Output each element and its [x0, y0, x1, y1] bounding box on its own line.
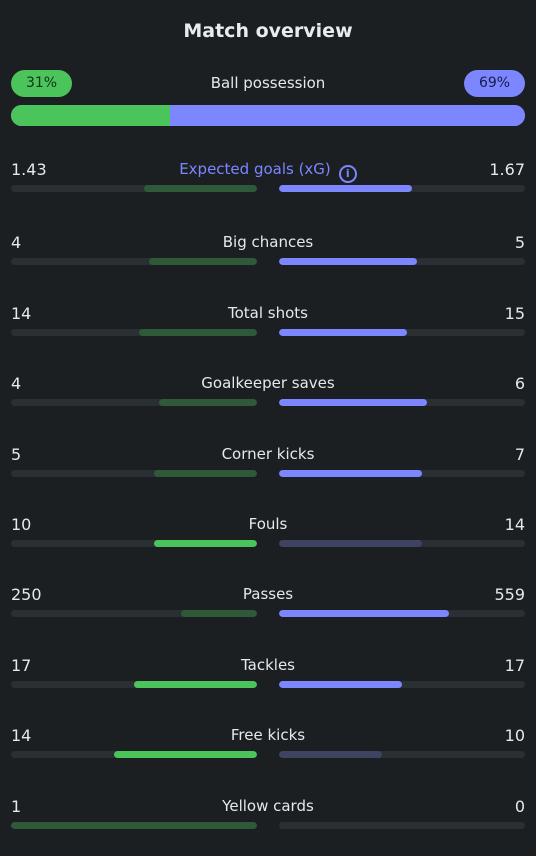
stat-row: 17 Tackles 17: [11, 656, 525, 696]
away-bar-fill: [279, 681, 402, 688]
away-bar-fill: [279, 470, 422, 477]
home-bar-fill: [144, 185, 257, 192]
home-bar-track: [11, 822, 257, 829]
away-bar-track: [279, 610, 525, 617]
home-bar-fill: [134, 681, 257, 688]
stat-label: Fouls: [11, 515, 525, 533]
away-value: 6: [514, 374, 525, 393]
stat-row: 14 Free kicks 10: [11, 726, 525, 766]
stat-row: 4 Goalkeeper saves 6: [11, 374, 525, 414]
home-value: 1.43: [11, 160, 47, 179]
away-bar-fill: [279, 329, 407, 336]
home-value: 4: [11, 233, 22, 252]
home-value: 14: [11, 726, 32, 745]
stat-label: Free kicks: [11, 726, 525, 744]
home-value: 4: [11, 374, 22, 393]
stat-row: 1.43 Expected goals (xG) i 1.67: [11, 160, 525, 200]
away-value: 15: [504, 304, 525, 323]
stat-label: Tackles: [11, 656, 525, 674]
away-bar-track: [279, 399, 525, 406]
stat-label-text: Tackles: [240, 656, 296, 674]
away-value: 17: [504, 656, 525, 675]
home-bar-fill: [181, 610, 257, 617]
possession-header: 31% Ball possession 69%: [11, 70, 525, 98]
away-bar-track: [279, 470, 525, 477]
home-bar-fill: [114, 751, 257, 758]
home-bar-fill: [149, 258, 257, 265]
stat-row: 14 Total shots 15: [11, 304, 525, 344]
stat-row: 1 Yellow cards 0: [11, 797, 525, 837]
possession-label: Ball possession: [210, 74, 326, 92]
away-bar-track: [279, 329, 525, 336]
stat-label-text: Fouls: [248, 515, 288, 533]
away-bar-track: [279, 540, 525, 547]
stat-row: 5 Corner kicks 7: [11, 445, 525, 485]
stat-label-text: Expected goals (xG): [179, 160, 331, 178]
stat-label: Corner kicks: [11, 445, 525, 463]
stat-label-text: Yellow cards: [222, 797, 314, 815]
away-bar-fill: [279, 399, 427, 406]
home-value: 250: [11, 585, 42, 604]
home-bar-fill: [139, 329, 257, 336]
stat-label-text: Goalkeeper saves: [201, 374, 335, 392]
section-title: Match overview: [183, 20, 353, 42]
possession-home-fill: [11, 105, 171, 126]
away-value: 0: [514, 797, 525, 816]
stat-label-text: Passes: [242, 585, 294, 603]
home-bar-fill: [159, 399, 257, 406]
stat-label: Yellow cards: [11, 797, 525, 815]
info-icon[interactable]: i: [338, 165, 357, 183]
away-bar-fill: [279, 258, 417, 265]
away-bar-fill: [279, 185, 412, 192]
away-bar-track: [279, 258, 525, 265]
stat-label-text: Corner kicks: [221, 445, 315, 463]
away-bar-fill: [279, 751, 382, 758]
home-bar-fill: [154, 540, 257, 547]
home-value: 14: [11, 304, 32, 323]
possession-away-fill: [170, 105, 525, 126]
away-value: 10: [504, 726, 525, 745]
home-bar-track: [11, 751, 257, 758]
stat-label-text: Free kicks: [230, 726, 306, 744]
home-value: 10: [11, 515, 32, 534]
stat-label-text: Total shots: [228, 304, 308, 322]
home-possession-badge: 31%: [11, 70, 72, 97]
stat-row: 10 Fouls 14: [11, 515, 525, 555]
away-bar-track: [279, 751, 525, 758]
home-bar-fill: [11, 822, 257, 829]
home-bar-track: [11, 470, 257, 477]
home-bar-track: [11, 185, 257, 192]
stat-label[interactable]: Expected goals (xG) i: [11, 160, 525, 183]
stat-label: Big chances: [11, 233, 525, 251]
stat-row: 250 Passes 559: [11, 585, 525, 625]
away-value: 559: [494, 585, 525, 604]
home-bar-track: [11, 540, 257, 547]
away-value: 5: [514, 233, 525, 252]
away-bar-track: [279, 185, 525, 192]
home-value: 1: [11, 797, 22, 816]
stat-label: Goalkeeper saves: [11, 374, 525, 392]
stat-label: Total shots: [11, 304, 525, 322]
away-bar-track: [279, 822, 525, 829]
home-bar-track: [11, 329, 257, 336]
away-bar-fill: [279, 610, 449, 617]
away-possession-badge: 69%: [464, 70, 525, 97]
home-value: 5: [11, 445, 22, 464]
away-bar-fill: [279, 540, 422, 547]
home-bar-track: [11, 681, 257, 688]
home-bar-track: [11, 610, 257, 617]
home-bar-fill: [154, 470, 257, 477]
away-value: 7: [514, 445, 525, 464]
away-value: 1.67: [489, 160, 525, 179]
away-bar-track: [279, 681, 525, 688]
possession-bar: [11, 105, 525, 126]
home-bar-track: [11, 258, 257, 265]
home-value: 17: [11, 656, 32, 675]
stat-label-text: Big chances: [222, 233, 314, 251]
stat-label: Passes: [11, 585, 525, 603]
home-bar-track: [11, 399, 257, 406]
stat-row: 4 Big chances 5: [11, 233, 525, 273]
away-value: 14: [504, 515, 525, 534]
